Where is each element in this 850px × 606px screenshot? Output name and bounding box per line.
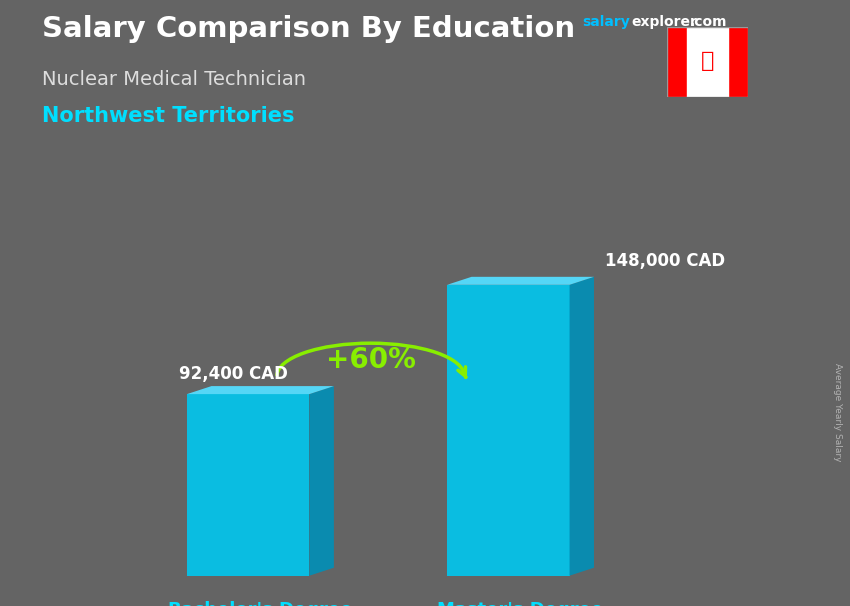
Polygon shape: [309, 386, 334, 576]
Text: Salary Comparison By Education: Salary Comparison By Education: [42, 15, 575, 43]
Text: Master's Degree: Master's Degree: [438, 601, 604, 606]
Text: explorer: explorer: [632, 15, 697, 29]
Text: salary: salary: [582, 15, 630, 29]
Polygon shape: [447, 277, 594, 285]
Text: Nuclear Medical Technician: Nuclear Medical Technician: [42, 70, 307, 88]
Text: +60%: +60%: [326, 345, 416, 373]
Polygon shape: [187, 394, 309, 576]
Text: 148,000 CAD: 148,000 CAD: [605, 252, 726, 270]
Text: Average Yearly Salary: Average Yearly Salary: [833, 363, 842, 461]
Text: 🍁: 🍁: [701, 52, 714, 72]
Polygon shape: [447, 285, 570, 576]
Bar: [688, 27, 728, 97]
Polygon shape: [570, 277, 594, 576]
Text: Bachelor's Degree: Bachelor's Degree: [168, 601, 353, 606]
Bar: [667, 27, 688, 97]
Text: 92,400 CAD: 92,400 CAD: [179, 365, 288, 383]
Polygon shape: [187, 386, 334, 394]
Text: Northwest Territories: Northwest Territories: [42, 106, 295, 126]
Bar: [728, 27, 748, 97]
Text: .com: .com: [689, 15, 727, 29]
